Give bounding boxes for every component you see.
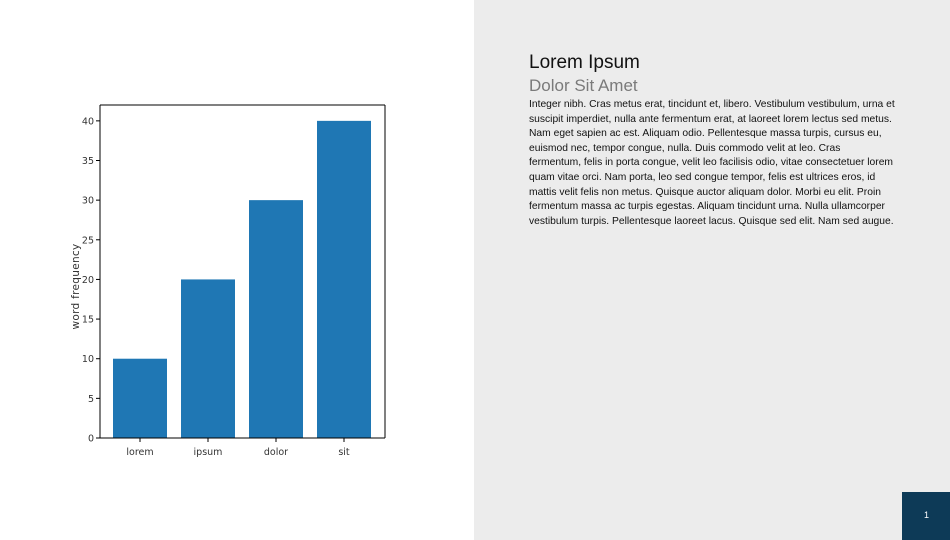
y-axis-label: word frequency <box>70 243 82 329</box>
axes-layer: 0 5 10 15 20 25 30 35 40 lorem ipsum dolor sit <box>82 104 386 458</box>
y-tick-label: 25 <box>82 235 94 246</box>
y-tick-label: 15 <box>82 315 94 326</box>
slide-subtitle: Dolor Sit Amet <box>529 76 638 95</box>
bar-lorem <box>113 358 167 438</box>
bar-dolor <box>249 200 303 438</box>
x-tick-label: lorem <box>126 447 153 458</box>
y-tick-label: 35 <box>82 156 94 167</box>
bar-ipsum <box>181 279 235 438</box>
slide-title: Lorem Ipsum <box>529 52 640 73</box>
chart-panel: 0 5 10 15 20 25 30 35 40 lorem ipsum dolor sit word … <box>0 0 474 540</box>
x-tick-label: dolor <box>264 447 288 458</box>
page-number: 1 <box>924 510 930 520</box>
y-tick-label: 30 <box>82 196 94 207</box>
page-number-box: 1 <box>902 492 950 540</box>
y-tick-label: 5 <box>88 394 94 405</box>
text-panel <box>474 0 950 540</box>
body-text: Integer nibh. Cras metus erat, tincidunt… <box>529 99 895 227</box>
x-tick-label: ipsum <box>194 447 223 458</box>
bar-chart: 0 5 10 15 20 25 30 35 40 lorem ipsum dolor sit word … <box>70 104 386 458</box>
x-tick-label: sit <box>338 447 350 458</box>
y-tick-label: 20 <box>82 275 94 286</box>
bars-layer <box>113 120 371 438</box>
y-tick-label: 0 <box>88 434 94 445</box>
y-tick-label: 10 <box>82 354 94 365</box>
y-tick-label: 40 <box>82 116 94 127</box>
bar-sit <box>317 120 371 438</box>
